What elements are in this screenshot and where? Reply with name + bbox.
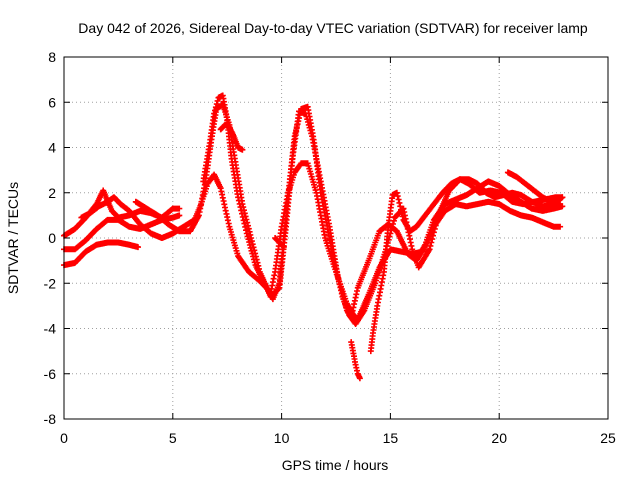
series-markers: [61, 187, 183, 239]
grid-lines: [64, 57, 608, 419]
series-track-7: [217, 121, 246, 153]
x-tick-label: 0: [60, 430, 68, 446]
chart-title: Day 042 of 2026, Sidereal Day-to-day VTE…: [78, 20, 588, 36]
series-markers: [200, 92, 566, 327]
series-track-1: [61, 239, 141, 269]
y-tick-label: -2: [44, 275, 57, 291]
x-tick-label: 20: [491, 430, 507, 446]
y-tick-label: 6: [48, 94, 56, 110]
series-track-11: [504, 169, 564, 208]
series-markers: [348, 339, 363, 382]
series-markers: [504, 169, 564, 208]
y-tick-label: 8: [48, 49, 56, 65]
axis-ticks: [63, 56, 609, 420]
series-track-6: [200, 92, 566, 327]
series-markers: [217, 121, 246, 153]
y-tick-label: -8: [44, 411, 57, 427]
x-tick-label: 25: [600, 430, 616, 446]
x-axis-label: GPS time / hours: [282, 457, 389, 473]
y-tick-label: -6: [44, 366, 57, 382]
x-tick-label: 10: [274, 430, 290, 446]
y-tick-label: 0: [48, 230, 56, 246]
series-track-8: [272, 235, 287, 251]
x-tick-label: 5: [169, 430, 177, 446]
x-tick-label: 15: [383, 430, 399, 446]
y-tick-label: 2: [48, 185, 56, 201]
series-track-9: [348, 339, 363, 382]
y-tick-label: -4: [44, 321, 57, 337]
series-track-10: [367, 176, 566, 355]
y-tick-labels: -8 -6 -4 -2 0 2 4 6 8: [44, 49, 57, 427]
x-tick-labels: 0 5 10 15 20 25: [60, 430, 616, 446]
series-markers: [272, 235, 287, 251]
series-markers: [61, 239, 141, 269]
series-markers: [367, 176, 566, 355]
y-axis-label: SDTVAR / TECUs: [5, 182, 21, 294]
series-track-3: [61, 187, 183, 239]
data-points: [61, 92, 566, 382]
y-tick-label: 4: [48, 140, 56, 156]
